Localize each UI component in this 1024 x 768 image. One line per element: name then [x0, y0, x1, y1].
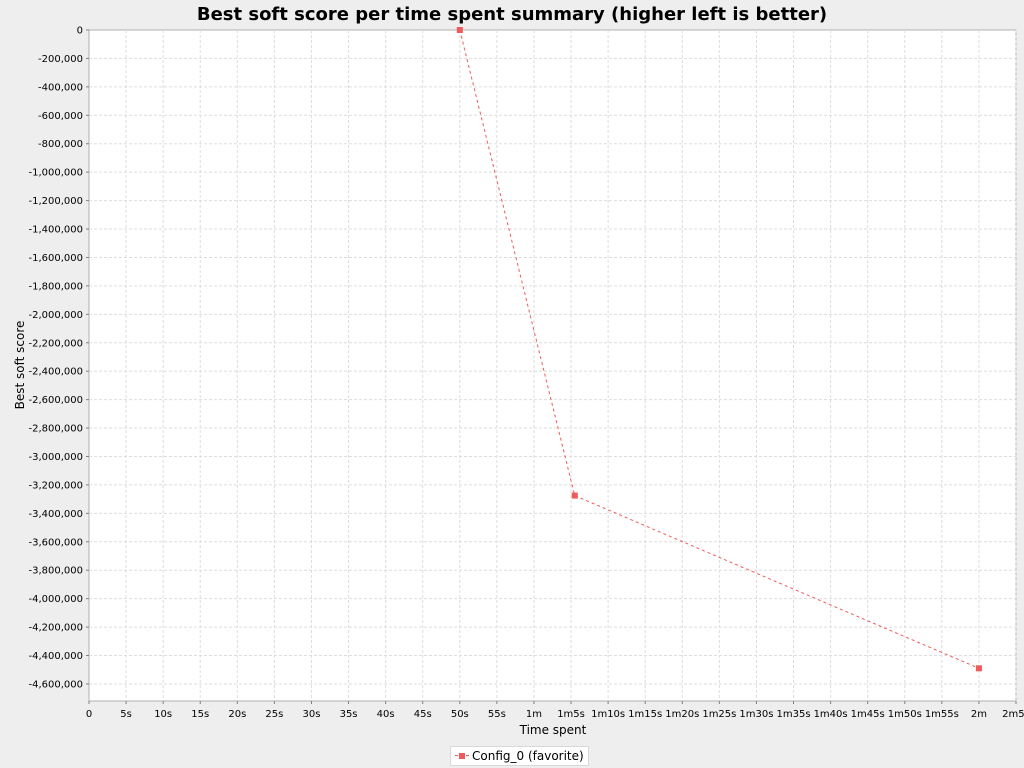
- y-tick-label: -3,400,000: [28, 509, 83, 520]
- x-tick-label: 1m45s: [851, 709, 885, 720]
- y-tick-label: -2,400,000: [28, 367, 83, 378]
- x-tick-label: 1m35s: [776, 709, 810, 720]
- y-axis: 0 -200,000 -400,000 -600,000 -800,000 -1,000,…: [28, 26, 89, 690]
- y-tick-label: -3,200,000: [28, 480, 83, 491]
- y-axis-title: Best soft score: [13, 321, 27, 410]
- y-tick-label: -4,400,000: [28, 651, 83, 662]
- x-tick-label: 40s: [377, 709, 395, 720]
- y-tick-label: -4,600,000: [28, 679, 83, 690]
- x-tick-label: 1m55s: [925, 709, 959, 720]
- x-tick-label: 10s: [154, 709, 172, 720]
- x-tick-label: 0: [86, 709, 92, 720]
- y-tick-label: -800,000: [38, 139, 83, 150]
- y-tick-label: -2,600,000: [28, 395, 83, 406]
- legend-label: Config_0 (favorite): [472, 749, 584, 763]
- x-tick-label: 50s: [451, 709, 469, 720]
- x-axis: 0 5s 10s 15s 20s 25s 30s 35s 40s 45s 50s 55s 1m 1m5s 1…: [86, 701, 1024, 720]
- x-tick-label: 2m5s: [1002, 709, 1024, 720]
- grid: [89, 30, 1017, 701]
- y-tick-label: -600,000: [38, 111, 83, 122]
- x-tick-label: 1m30s: [739, 709, 773, 720]
- x-tick-label: 1m: [526, 709, 542, 720]
- x-tick-label: 1m20s: [665, 709, 699, 720]
- x-tick-label: 1m5s: [557, 709, 585, 720]
- y-tick-label: -3,000,000: [28, 452, 83, 463]
- y-tick-label: -2,000,000: [28, 310, 83, 321]
- legend-swatch: [455, 751, 469, 761]
- legend: Config_0 (favorite): [450, 746, 589, 766]
- y-tick-label: -1,000,000: [28, 168, 83, 179]
- x-tick-label: 5s: [120, 709, 132, 720]
- data-point: [975, 665, 982, 672]
- y-tick-label: -4,000,000: [28, 594, 83, 605]
- x-axis-title: Time spent: [519, 723, 587, 737]
- y-tick-label: -3,800,000: [28, 566, 83, 577]
- y-tick-label: -400,000: [38, 82, 83, 93]
- data-point: [571, 492, 578, 499]
- y-tick-label: -2,200,000: [28, 338, 83, 349]
- y-tick-label: -1,400,000: [28, 225, 83, 236]
- x-tick-label: 20s: [228, 709, 246, 720]
- x-tick-label: 1m40s: [814, 709, 848, 720]
- x-tick-label: 1m15s: [628, 709, 662, 720]
- y-tick-label: -1,800,000: [28, 281, 83, 292]
- x-tick-label: 35s: [340, 709, 358, 720]
- y-tick-label: -4,200,000: [28, 623, 83, 634]
- y-tick-label: 0: [77, 26, 83, 37]
- x-tick-label: 30s: [303, 709, 321, 720]
- x-tick-label: 15s: [191, 709, 209, 720]
- y-tick-label: -2,800,000: [28, 424, 83, 435]
- chart-title: Best soft score per time spent summary (…: [197, 4, 827, 25]
- x-tick-label: 55s: [488, 709, 506, 720]
- x-tick-label: 25s: [265, 709, 283, 720]
- plot-area: [88, 29, 1017, 702]
- x-tick-label: 45s: [414, 709, 432, 720]
- series-layer: [456, 27, 982, 672]
- y-tick-label: -200,000: [38, 54, 83, 65]
- y-tick-label: -1,200,000: [28, 196, 83, 207]
- y-tick-label: -1,600,000: [28, 253, 83, 264]
- y-tick-label: -3,600,000: [28, 537, 83, 548]
- x-tick-label: 1m25s: [702, 709, 736, 720]
- x-tick-label: 2m: [971, 709, 987, 720]
- data-point: [456, 27, 463, 33]
- x-tick-label: 1m10s: [591, 709, 625, 720]
- x-tick-label: 1m50s: [888, 709, 922, 720]
